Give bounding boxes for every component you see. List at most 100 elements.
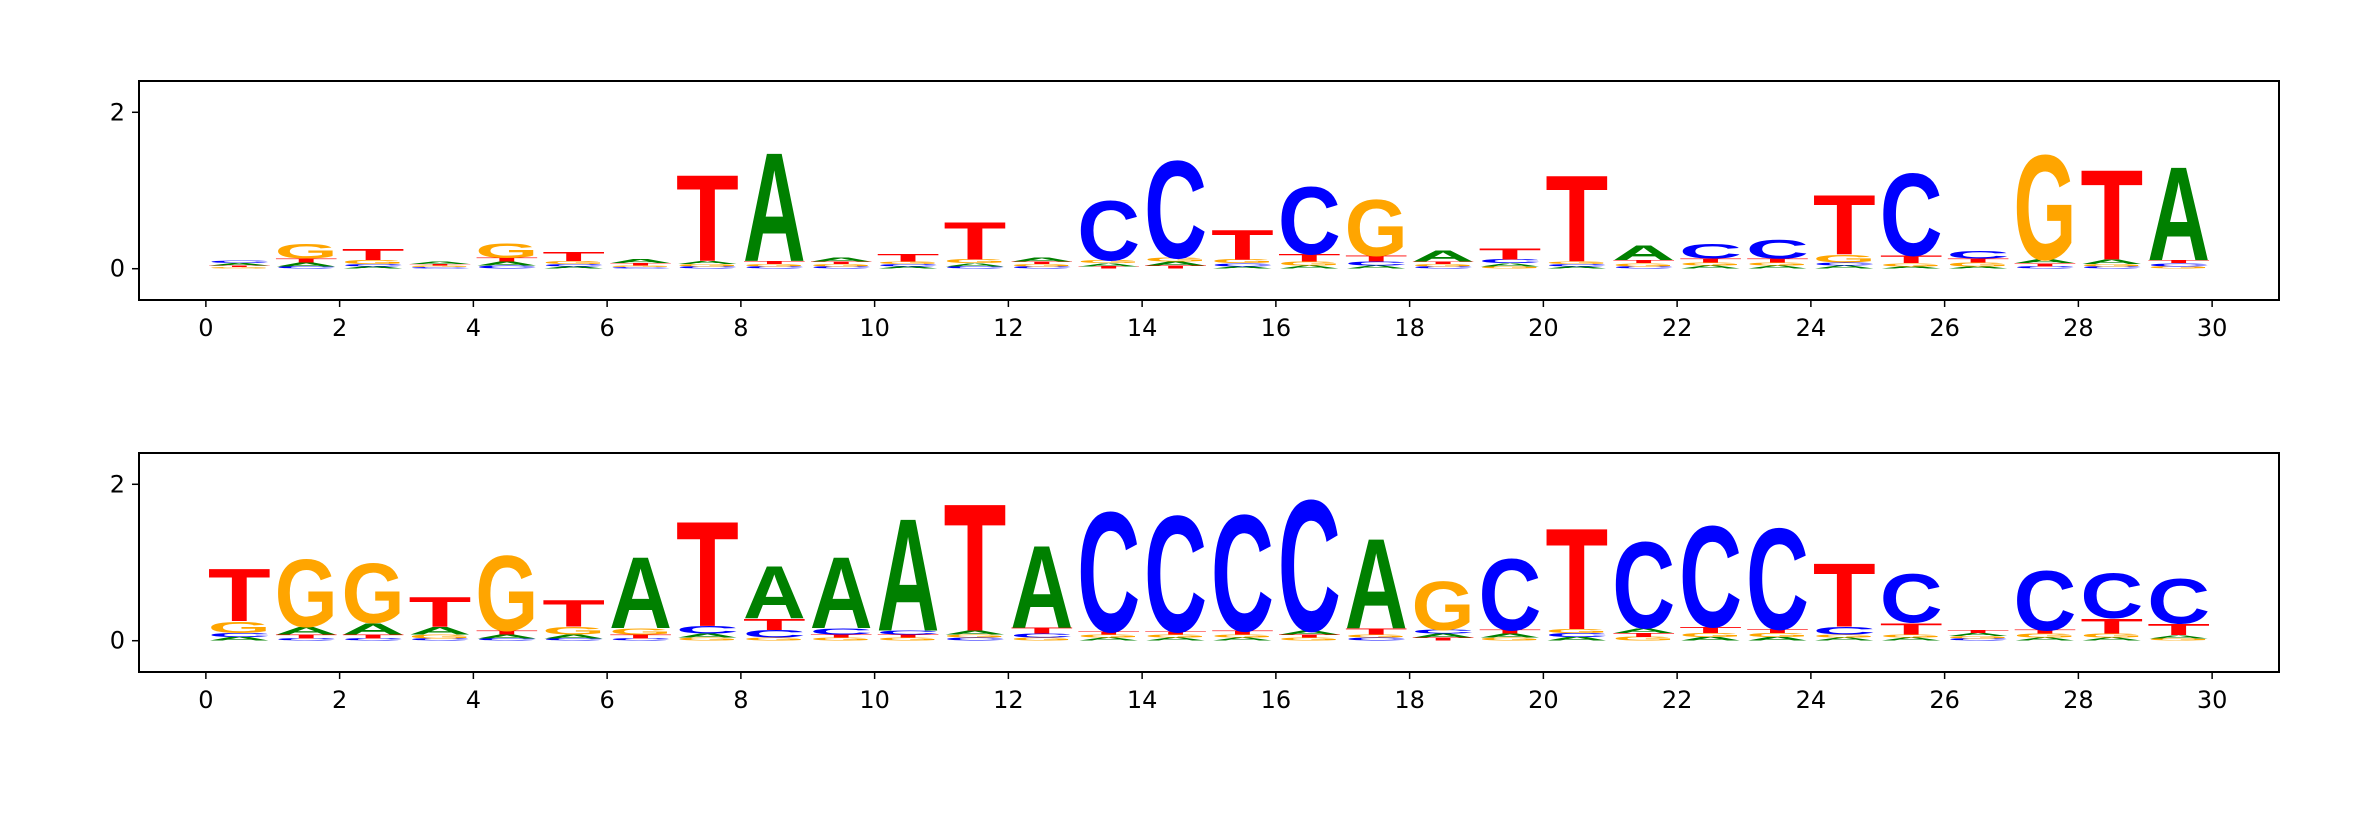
logo-letter: C — [1010, 633, 1073, 639]
x-tick-label: 2 — [332, 314, 347, 342]
logo-letter: C — [743, 266, 806, 270]
logo-letter: T — [1010, 626, 1073, 636]
logo-letter: C — [1813, 262, 1876, 267]
logo-letter: G — [944, 634, 1007, 639]
logo-letter: C — [2080, 266, 2143, 270]
logo-letter: A — [1144, 637, 1207, 642]
logo-letter: G — [609, 627, 672, 637]
x-tick-label: 10 — [859, 686, 890, 714]
logo-letter: A — [1947, 266, 2010, 270]
logo-letter: C — [1746, 235, 1809, 265]
logo-letter: G — [1947, 262, 2010, 268]
logo-letter: G — [1412, 566, 1475, 644]
logo-letter: C — [1479, 537, 1542, 651]
x-tick-label: 16 — [1261, 314, 1292, 342]
logo-letter: T — [2080, 615, 2143, 639]
logo-letter: C — [409, 638, 472, 642]
logo-letter: T — [810, 634, 873, 639]
logo-letter: T — [676, 491, 739, 658]
logo-letter: C — [1947, 249, 2010, 261]
x-tick-label: 10 — [859, 314, 890, 342]
logo-letter: T — [1010, 261, 1073, 265]
logo-letter: C — [1144, 482, 1207, 667]
logo-letter: C — [1679, 240, 1742, 264]
logo-letter: A — [2014, 258, 2077, 264]
logo-letter: T — [743, 615, 806, 633]
logo-letter: A — [475, 634, 538, 640]
x-tick-label: 14 — [1127, 686, 1158, 714]
logo-letter: T — [1144, 265, 1207, 270]
logo-letter: G — [1545, 261, 1608, 265]
logo-letter: G — [1345, 182, 1408, 272]
logo-letter: G — [877, 261, 940, 265]
logo-letter: C — [1010, 266, 1073, 270]
x-tick-label: 30 — [2197, 686, 2228, 714]
logo-letter: A — [342, 620, 405, 638]
x-tick-label: 24 — [1796, 686, 1827, 714]
x-tick-label: 28 — [2063, 686, 2094, 714]
logo-letter: T — [1545, 151, 1608, 289]
logo-letter: G — [1479, 637, 1542, 642]
x-tick-label: 12 — [993, 686, 1024, 714]
logo-letter: G — [542, 625, 605, 637]
x-tick-label: 16 — [1261, 686, 1292, 714]
logo-letter: G — [1612, 262, 1675, 267]
logo-letter: T — [609, 634, 672, 640]
logo-letter: G — [475, 239, 538, 263]
logo-letter: C — [475, 265, 538, 270]
logo-letter: T — [1679, 625, 1742, 635]
logo-letter: A — [275, 262, 338, 268]
logo-letter: A — [743, 121, 806, 295]
logo-letter: C — [1211, 262, 1274, 267]
logo-letter: C — [1746, 498, 1809, 660]
logo-letter: C — [1813, 625, 1876, 637]
logo-letter: C — [877, 630, 940, 636]
axes-frame — [138, 80, 2280, 301]
x-tick-label: 4 — [466, 686, 481, 714]
logo-letter: T — [342, 246, 405, 264]
logo-letter: A — [1144, 261, 1207, 267]
logo-letter: T — [2147, 259, 2210, 264]
y-tick-label: 0 — [110, 255, 125, 283]
logo-letter: T — [1612, 259, 1675, 264]
logo-letter: T — [1612, 632, 1675, 638]
logo-letter: G — [1412, 263, 1475, 267]
logo-letter: A — [275, 625, 338, 637]
logo-letter: A — [1412, 247, 1475, 265]
logo-letter: A — [542, 266, 605, 270]
logo-letter: A — [2080, 637, 2143, 642]
logo-letter: C — [609, 267, 672, 269]
logo-letter: T — [475, 630, 538, 636]
x-tick-label: 26 — [1929, 686, 1960, 714]
logo-letter: A — [475, 261, 538, 267]
logo-letter: T — [475, 257, 538, 263]
x-tick-label: 28 — [2063, 314, 2094, 342]
x-tick-label: 4 — [466, 314, 481, 342]
logo-letter: G — [542, 260, 605, 265]
logo-letter: C — [342, 263, 405, 267]
logo-letter: G — [1880, 262, 1943, 267]
logo-letter: C — [2080, 560, 2143, 632]
logo-letter: C — [1479, 258, 1542, 264]
logo-letter: C — [2147, 262, 2210, 267]
logo-letter: C — [2147, 566, 2210, 638]
logo-letter: T — [1077, 631, 1140, 636]
logo-letter: A — [1612, 627, 1675, 634]
logo-letter: A — [1345, 512, 1408, 656]
logo-letter: G — [1010, 263, 1073, 267]
logo-letter: G — [1947, 635, 2010, 639]
logo-letter: G — [1679, 632, 1742, 638]
logo-letter: T — [944, 465, 1007, 670]
logo-letter: T — [1077, 266, 1140, 270]
logo-letter: T — [1278, 252, 1341, 264]
logo-letter: T — [542, 593, 605, 635]
logo-letter: G — [1880, 634, 1943, 639]
logo-letter: G — [409, 634, 472, 640]
logo-letter: C — [342, 638, 405, 642]
x-tick-label: 18 — [1394, 686, 1425, 714]
logo-letter: C — [275, 266, 338, 270]
logo-letter: C — [944, 637, 1007, 642]
logo-letter: A — [342, 266, 405, 270]
logo-letter: T — [1211, 221, 1274, 269]
